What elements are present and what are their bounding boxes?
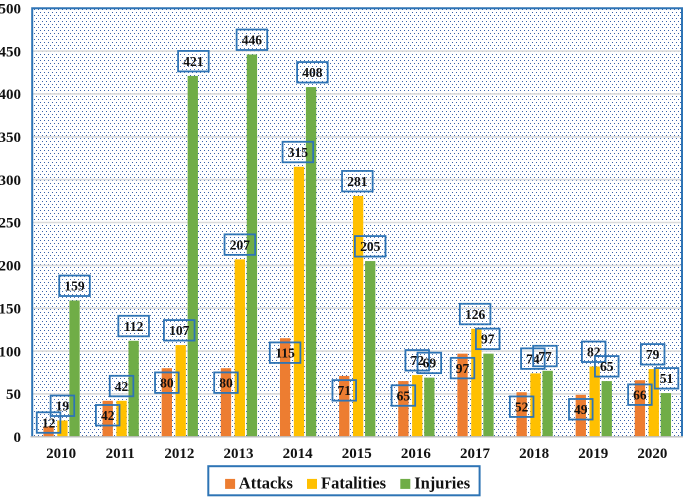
svg-text:207: 207 bbox=[230, 237, 251, 252]
svg-text:Attacks: Attacks bbox=[239, 473, 294, 492]
svg-text:107: 107 bbox=[169, 323, 190, 338]
svg-text:350: 350 bbox=[0, 130, 21, 146]
svg-text:2020: 2020 bbox=[637, 446, 667, 462]
svg-text:2017: 2017 bbox=[460, 446, 491, 462]
svg-text:450: 450 bbox=[0, 44, 21, 60]
svg-text:79: 79 bbox=[646, 347, 660, 362]
svg-text:2016: 2016 bbox=[401, 446, 432, 462]
svg-text:2019: 2019 bbox=[578, 446, 608, 462]
svg-text:2014: 2014 bbox=[283, 446, 314, 462]
svg-text:2011: 2011 bbox=[106, 446, 135, 462]
svg-text:71: 71 bbox=[338, 383, 352, 398]
svg-text:421: 421 bbox=[183, 54, 204, 69]
svg-text:66: 66 bbox=[633, 387, 647, 402]
svg-text:2010: 2010 bbox=[46, 446, 76, 462]
svg-text:2013: 2013 bbox=[223, 446, 253, 462]
svg-text:0: 0 bbox=[14, 430, 22, 446]
svg-text:97: 97 bbox=[456, 361, 470, 376]
svg-text:80: 80 bbox=[160, 375, 174, 390]
svg-text:19: 19 bbox=[56, 399, 70, 414]
svg-text:97: 97 bbox=[481, 332, 495, 347]
svg-text:65: 65 bbox=[397, 388, 411, 403]
svg-text:100: 100 bbox=[0, 344, 21, 360]
svg-text:42: 42 bbox=[115, 379, 129, 394]
svg-text:205: 205 bbox=[360, 239, 381, 254]
svg-text:42: 42 bbox=[101, 408, 115, 423]
svg-text:315: 315 bbox=[288, 145, 309, 160]
svg-text:Fatalities: Fatalities bbox=[321, 473, 387, 492]
svg-text:112: 112 bbox=[124, 319, 144, 334]
svg-text:2018: 2018 bbox=[519, 446, 549, 462]
svg-text:446: 446 bbox=[242, 33, 263, 48]
svg-text:2012: 2012 bbox=[164, 446, 194, 462]
svg-text:77: 77 bbox=[538, 349, 552, 364]
svg-text:2015: 2015 bbox=[342, 446, 372, 462]
svg-text:300: 300 bbox=[0, 173, 21, 189]
svg-text:49: 49 bbox=[574, 402, 588, 417]
svg-text:115: 115 bbox=[275, 345, 295, 360]
svg-text:50: 50 bbox=[6, 387, 21, 403]
svg-text:69: 69 bbox=[423, 356, 437, 371]
svg-text:250: 250 bbox=[0, 216, 21, 232]
svg-text:52: 52 bbox=[515, 399, 529, 414]
svg-text:12: 12 bbox=[42, 415, 56, 430]
svg-text:150: 150 bbox=[0, 301, 21, 317]
svg-text:65: 65 bbox=[600, 359, 614, 374]
svg-text:400: 400 bbox=[0, 87, 21, 103]
svg-text:51: 51 bbox=[660, 371, 674, 386]
svg-text:408: 408 bbox=[302, 65, 323, 80]
svg-text:Injuries: Injuries bbox=[414, 473, 471, 492]
svg-text:200: 200 bbox=[0, 259, 21, 275]
svg-text:500: 500 bbox=[0, 1, 21, 17]
svg-text:82: 82 bbox=[587, 345, 601, 360]
svg-text:281: 281 bbox=[347, 174, 368, 189]
svg-text:80: 80 bbox=[219, 375, 233, 390]
svg-text:159: 159 bbox=[64, 279, 85, 294]
svg-text:126: 126 bbox=[465, 307, 486, 322]
